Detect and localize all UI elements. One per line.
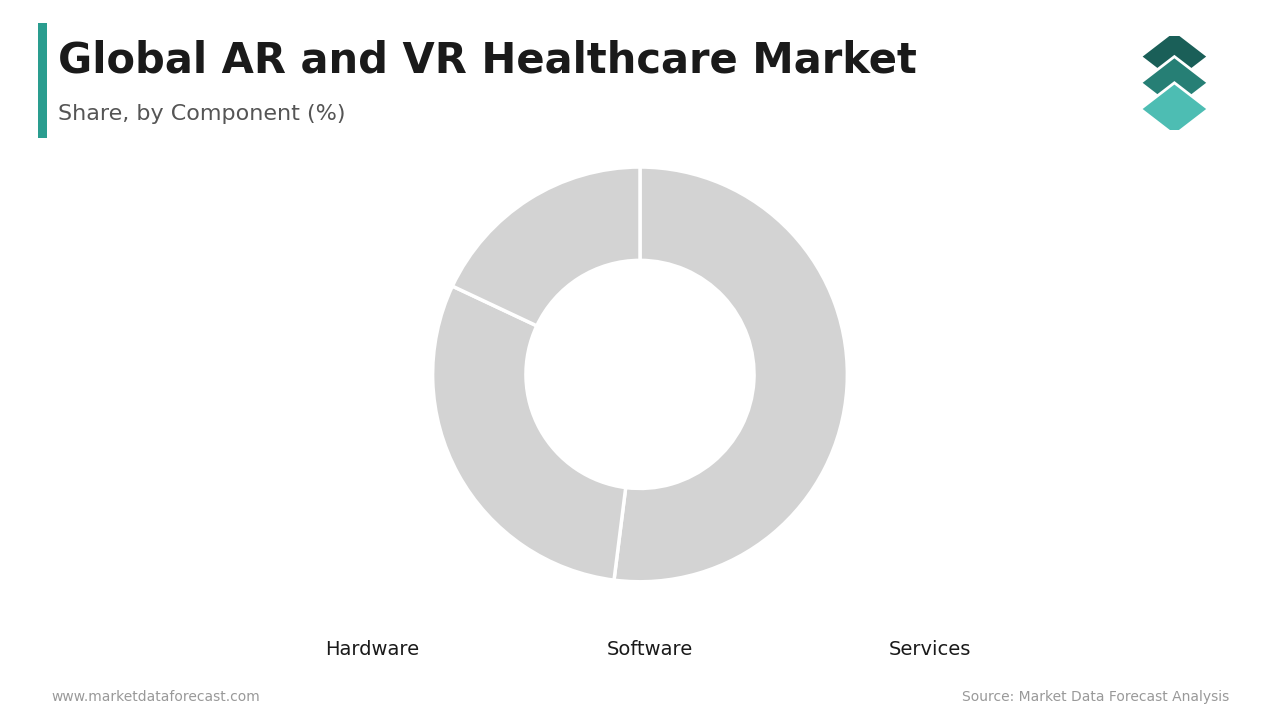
FancyBboxPatch shape xyxy=(38,23,47,138)
Text: Global AR and VR Healthcare Market: Global AR and VR Healthcare Market xyxy=(58,40,916,81)
Text: www.marketdataforecast.com: www.marketdataforecast.com xyxy=(51,690,260,704)
Polygon shape xyxy=(1140,30,1208,83)
Wedge shape xyxy=(614,167,847,582)
Wedge shape xyxy=(433,286,626,580)
Text: Software: Software xyxy=(607,640,692,659)
Text: Source: Market Data Forecast Analysis: Source: Market Data Forecast Analysis xyxy=(961,690,1229,704)
Text: Share, by Component (%): Share, by Component (%) xyxy=(58,104,346,125)
Polygon shape xyxy=(1140,83,1208,135)
Wedge shape xyxy=(452,167,640,326)
Polygon shape xyxy=(1140,57,1208,109)
Text: Hardware: Hardware xyxy=(325,640,420,659)
Text: Services: Services xyxy=(888,640,970,659)
